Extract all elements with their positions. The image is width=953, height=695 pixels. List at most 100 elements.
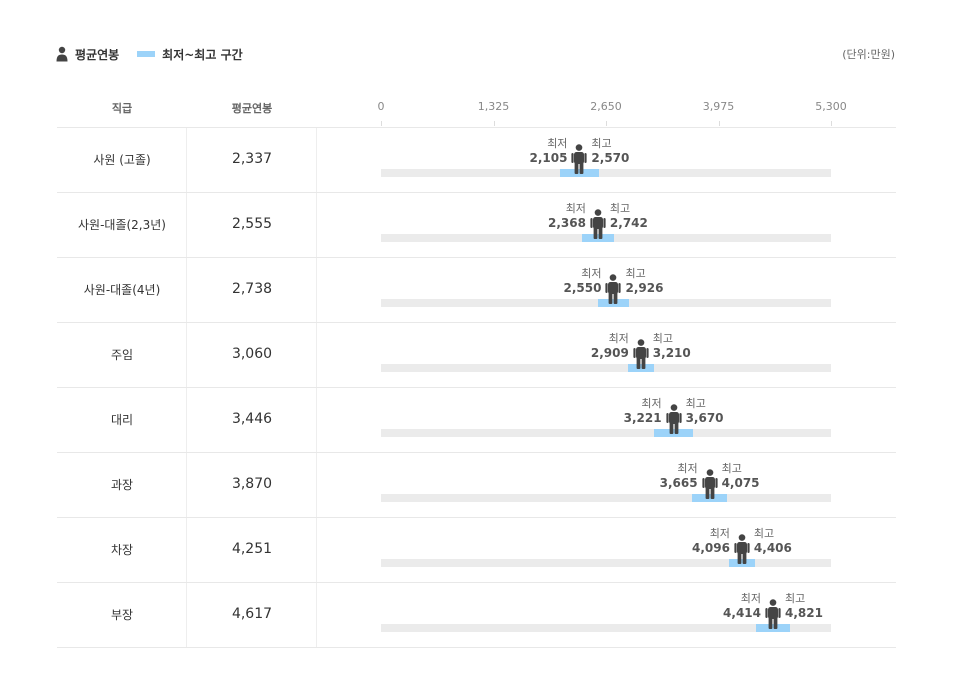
max-salary-label: 최고 2,742	[610, 201, 648, 231]
avg-salary-value: 3,060	[231, 346, 273, 362]
avg-person-marker	[765, 599, 781, 629]
max-salary-label: 최고 3,210	[653, 331, 691, 361]
min-value: 4,096	[691, 541, 730, 555]
salary-range-bar	[692, 494, 727, 502]
max-value: 4,075	[721, 476, 760, 490]
unit-label: (단위:만원)	[842, 48, 895, 61]
avg-person-marker	[571, 144, 588, 174]
min-caption: 최저	[608, 332, 629, 345]
person-icon	[56, 46, 68, 62]
salary-range-bar	[582, 234, 614, 242]
min-value: 2,909	[590, 346, 629, 360]
max-salary-label: 최고 2,570	[591, 136, 629, 166]
row-divider	[57, 387, 896, 388]
axis-tick-mark	[831, 121, 832, 126]
grade-label: 사원 (고졸)	[93, 152, 151, 167]
min-caption: 최저	[565, 202, 586, 215]
grade-label: 주임	[110, 347, 134, 362]
avg-salary-value: 2,555	[231, 216, 273, 232]
max-value: 4,406	[753, 541, 792, 555]
min-value: 2,105	[529, 151, 568, 165]
table-top-line	[57, 127, 896, 128]
avg-salary-value: 2,337	[231, 151, 273, 167]
range-track	[381, 429, 831, 437]
min-value: 3,665	[659, 476, 698, 490]
salary-range-bar	[728, 559, 756, 567]
range-track	[381, 169, 831, 177]
row-divider	[57, 257, 896, 258]
grade-label: 사원-대졸(4년)	[83, 282, 161, 297]
min-salary-label: 최저 4,414	[723, 591, 761, 621]
max-value: 2,926	[625, 281, 664, 295]
avg-person-marker	[633, 339, 649, 369]
salary-range-bar	[755, 624, 791, 632]
min-salary-label: 최저 2,105	[529, 136, 567, 166]
min-salary-label: 최저 2,909	[591, 331, 629, 361]
min-caption: 최저	[547, 137, 568, 150]
range-swatch	[137, 51, 156, 57]
min-caption: 최저	[641, 397, 662, 410]
avg-person-marker	[734, 534, 750, 564]
grade-label: 과장	[110, 477, 134, 492]
range-track	[381, 624, 831, 632]
max-caption: 최고	[721, 462, 742, 475]
max-caption: 최고	[652, 332, 674, 345]
max-value: 3,210	[652, 346, 691, 360]
salary-range-bar	[597, 299, 630, 307]
max-salary-label: 최고 3,670	[686, 396, 724, 426]
min-caption: 최저	[581, 267, 602, 280]
avg-person-marker	[590, 209, 606, 239]
max-caption: 최고	[753, 527, 775, 540]
avg-salary-value: 4,251	[231, 541, 273, 557]
row-divider	[57, 452, 896, 453]
row-divider	[57, 647, 896, 648]
min-salary-label: 최저 2,550	[564, 266, 602, 296]
range-track	[381, 559, 831, 567]
axis-tick-mark	[381, 121, 382, 126]
min-value: 2,368	[547, 216, 586, 230]
min-caption: 최저	[677, 462, 698, 475]
min-salary-label: 최저 4,096	[692, 526, 730, 556]
axis-tick-label: 5,300	[815, 100, 847, 113]
max-caption: 최고	[609, 202, 631, 215]
min-caption: 최저	[709, 527, 730, 540]
avg-salary-value: 2,738	[231, 281, 273, 297]
grade-label: 차장	[110, 542, 134, 557]
max-salary-label: 최고 4,821	[785, 591, 823, 621]
legend: 평균연봉 최저~최고 구간	[56, 44, 243, 64]
salary-range-bar	[559, 169, 600, 177]
max-caption: 최고	[685, 397, 706, 410]
row-divider	[57, 582, 896, 583]
range-track	[381, 494, 831, 502]
max-salary-label: 최고 2,926	[625, 266, 663, 296]
row-divider	[57, 322, 896, 323]
min-value: 3,221	[623, 411, 662, 425]
avg-salary-value: 4,617	[231, 606, 273, 622]
axis-tick-mark	[719, 121, 720, 126]
salary-range-bar	[627, 364, 654, 372]
axis-tick-mark	[494, 121, 495, 126]
max-caption: 최고	[591, 137, 612, 150]
max-caption: 최고	[785, 592, 806, 605]
max-caption: 최고	[625, 267, 646, 280]
legend-avg-label: 평균연봉	[75, 47, 120, 62]
grade-label: 사원-대졸(2,3년)	[78, 217, 166, 232]
max-value: 2,570	[591, 151, 630, 165]
axis-tick-label: 2,650	[590, 100, 622, 113]
min-value: 2,550	[563, 281, 602, 295]
min-salary-label: 최저 3,665	[660, 461, 698, 491]
min-caption: 최저	[740, 592, 762, 605]
axis-tick-label: 1,325	[477, 100, 510, 113]
axis-tick-mark	[606, 121, 607, 126]
min-salary-label: 최저 3,221	[624, 396, 662, 426]
grade-label: 대리	[110, 412, 134, 427]
avg-person-marker	[605, 274, 622, 304]
header-avg: 평균연봉	[231, 102, 273, 115]
avg-salary-value: 3,870	[231, 476, 273, 492]
max-salary-label: 최고 4,075	[722, 461, 760, 491]
legend-range-label: 최저~최고 구간	[162, 47, 243, 62]
range-track	[381, 364, 831, 372]
grade-label: 부장	[110, 607, 134, 622]
min-salary-label: 최저 2,368	[548, 201, 586, 231]
row-divider	[57, 517, 896, 518]
